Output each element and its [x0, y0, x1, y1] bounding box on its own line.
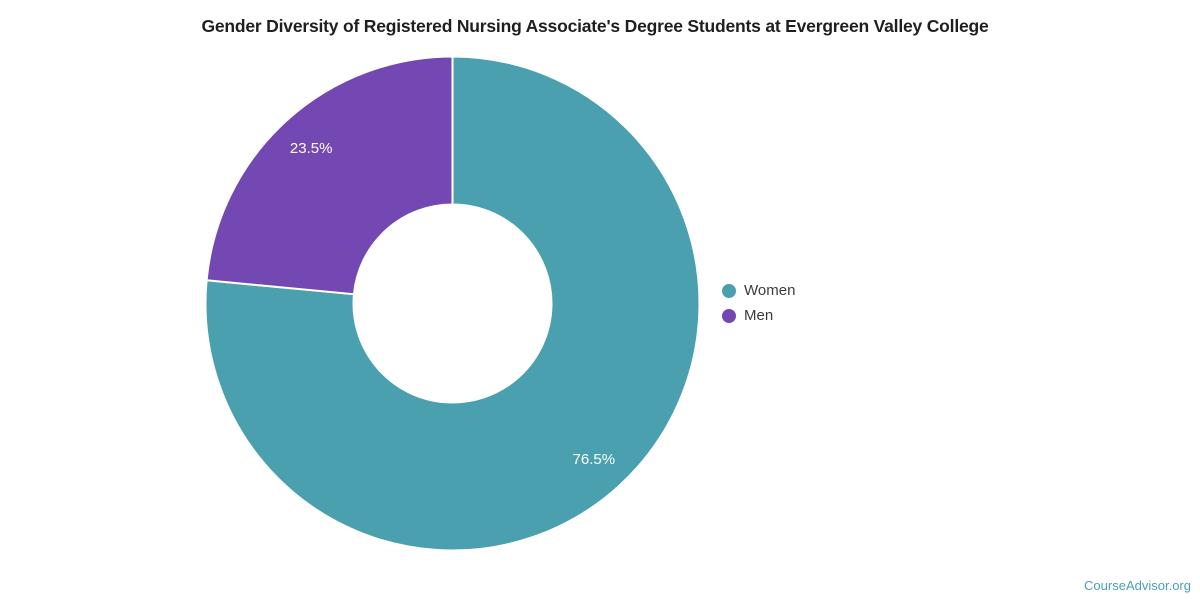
slice-label-men: 23.5% [290, 140, 333, 157]
legend: Women Men [722, 278, 795, 328]
legend-label: Women [744, 282, 796, 299]
slice-label-women: 76.5% [573, 451, 616, 468]
legend-item-men[interactable]: Men [722, 303, 795, 328]
legend-label: Men [744, 307, 774, 324]
slice-women[interactable] [204, 55, 701, 552]
slice-men[interactable] [205, 55, 454, 296]
chart-title: Gender Diversity of Registered Nursing A… [201, 16, 989, 36]
legend-marker-men [722, 308, 736, 323]
legend-marker-women [722, 283, 736, 298]
brand-link[interactable]: CourseAdvisor.org [1084, 578, 1191, 593]
legend-item-women[interactable]: Women [722, 278, 795, 303]
